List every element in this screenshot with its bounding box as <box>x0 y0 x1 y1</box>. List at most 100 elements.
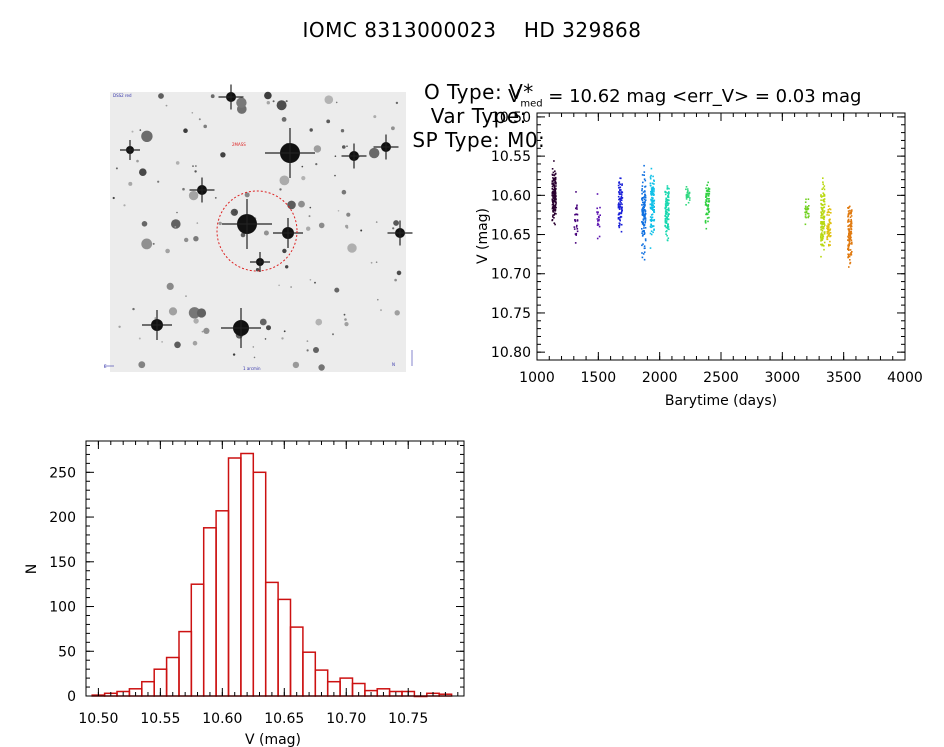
light-curve-point <box>821 225 824 228</box>
light-curve-point <box>805 198 807 201</box>
light-curve-point <box>553 199 555 202</box>
light-curve-point <box>642 205 645 208</box>
light-curve-point <box>847 235 849 238</box>
light-curve-point <box>822 221 824 223</box>
light-curve-point <box>551 191 554 193</box>
light-curve-point <box>553 209 555 212</box>
light-curve-point <box>708 188 711 190</box>
light-curve-point <box>667 224 669 226</box>
light-curve-point <box>643 214 645 217</box>
finder-star <box>344 322 349 327</box>
light-curve-point <box>827 223 829 225</box>
light-curve-point <box>619 218 621 221</box>
light-curve-point <box>820 243 822 246</box>
light-curve-point <box>665 213 667 215</box>
finder-star <box>346 212 351 217</box>
light-curve-point <box>643 217 646 220</box>
light-curve-point <box>848 229 850 232</box>
light-curve-point <box>621 203 623 206</box>
light-curve-point <box>826 236 828 238</box>
finder-star <box>394 310 400 316</box>
light-curve-point <box>685 186 688 188</box>
finder-star <box>309 279 312 281</box>
light-curve-point <box>643 206 645 209</box>
light-curve-point <box>551 183 554 185</box>
light-curve-point <box>553 160 555 162</box>
light-curve-point <box>704 221 707 223</box>
light-curve-point <box>706 190 709 192</box>
finder-star <box>193 318 199 324</box>
light-curve-point <box>618 208 621 210</box>
finder-star <box>266 325 271 331</box>
light-curve-point <box>828 219 830 222</box>
light-curve-point <box>821 222 823 225</box>
light-curve-point <box>651 187 654 189</box>
finder-star <box>240 232 246 238</box>
finder-star <box>369 147 380 159</box>
light-curve-point <box>849 211 851 214</box>
light-curve-point <box>808 205 810 207</box>
light-curve-point <box>649 225 652 228</box>
light-curve-plot: 1000 1500 2000 2500 3000 3500 4000 10.5010.551… <box>475 110 923 409</box>
light-curve-point <box>553 191 556 194</box>
light-curve-point <box>551 192 554 195</box>
light-curve-point <box>822 204 824 206</box>
light-curve-point <box>850 210 853 213</box>
light-curve-point <box>827 235 829 237</box>
light-curve-point <box>848 224 850 227</box>
finder-star <box>315 318 323 326</box>
finder-star <box>152 242 155 245</box>
light-curve-point <box>667 218 670 220</box>
light-curve-point <box>617 184 620 187</box>
light-curve-point <box>644 194 647 197</box>
light-curve-point <box>621 184 623 186</box>
light-curve-point <box>687 201 690 204</box>
light-curve-point <box>820 215 822 217</box>
light-curve-point <box>848 255 851 258</box>
light-curve-point <box>553 174 556 177</box>
light-curve-point <box>641 185 644 187</box>
light-curve-point <box>665 226 667 229</box>
finder-star <box>314 281 316 284</box>
light-curve-point <box>707 188 710 191</box>
light-curve-point <box>652 194 655 196</box>
light-curve-x-tick-label: 2000 <box>642 370 678 386</box>
light-curve-point <box>820 235 822 237</box>
light-curve-point <box>823 203 826 206</box>
light-curve-point <box>820 228 822 231</box>
light-curve-point <box>641 252 643 254</box>
light-curve-point <box>651 189 653 192</box>
light-curve-point <box>664 218 667 220</box>
light-curve-point <box>822 217 825 220</box>
light-curve-point <box>827 205 830 207</box>
histogram-x-tick-label: 10.60 <box>202 711 242 727</box>
light-curve-point <box>667 196 670 199</box>
light-curve-point <box>642 209 645 212</box>
light-curve-point <box>664 190 666 193</box>
light-curve-point <box>821 210 824 212</box>
light-curve-point <box>823 233 826 235</box>
target-circle <box>216 190 298 272</box>
light-curve-point <box>644 213 646 216</box>
finder-star <box>192 340 198 346</box>
light-curve-point <box>597 223 600 226</box>
light-curve-point <box>828 230 830 232</box>
light-curve-point <box>707 192 709 195</box>
light-curve-point <box>705 227 708 230</box>
finder-star <box>313 347 319 353</box>
finder-star <box>306 226 311 231</box>
light-curve-point <box>847 210 850 212</box>
light-curve-point <box>641 198 643 200</box>
finder-star <box>285 100 288 103</box>
light-curve-points <box>551 160 853 268</box>
light-curve-point <box>804 214 807 216</box>
light-curve-point <box>664 210 667 213</box>
light-curve-point <box>708 216 710 219</box>
light-curve-point <box>829 244 831 246</box>
light-curve-point <box>554 187 557 190</box>
light-curve-y-tick-label: 10.65 <box>491 228 531 244</box>
light-curve-point <box>807 198 810 200</box>
light-curve-point <box>704 222 707 224</box>
light-curve-point <box>667 213 670 215</box>
light-curve-point <box>649 184 652 187</box>
